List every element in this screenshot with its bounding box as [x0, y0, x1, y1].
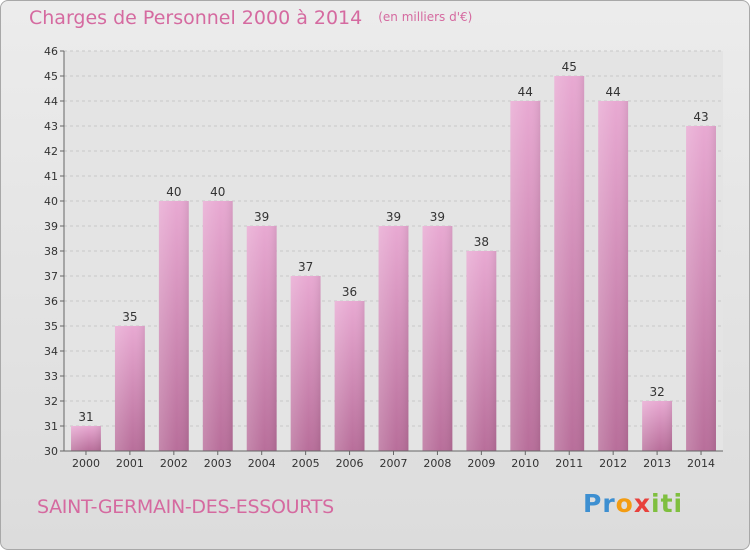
y-tick-label: 36: [44, 295, 58, 308]
data-label: 39: [430, 210, 445, 224]
y-tick-label: 45: [44, 70, 58, 83]
bar-shade-2004: [246, 226, 277, 451]
data-label: 40: [210, 185, 225, 199]
data-label: 39: [254, 210, 269, 224]
x-tick-label: 2012: [599, 457, 627, 470]
y-tick-label: 39: [44, 220, 58, 233]
bar-shade-2005: [290, 276, 321, 451]
chart-subtitle: (en milliers d'€): [378, 10, 473, 24]
y-tick-label: 35: [44, 320, 58, 333]
bar-shade-2012: [598, 101, 629, 451]
bar-shade-2000: [71, 426, 101, 451]
y-tick-label: 30: [44, 445, 58, 458]
bar-shade-2002: [158, 201, 189, 451]
logo-letter: P: [583, 489, 603, 518]
data-label: 31: [78, 410, 93, 424]
proxiti-logo: Proxiti: [583, 489, 683, 518]
x-tick-label: 2000: [72, 457, 100, 470]
logo-letter: t: [660, 489, 674, 518]
x-tick-label: 2014: [687, 457, 715, 470]
y-tick-label: 37: [44, 270, 58, 283]
y-tick-label: 43: [44, 120, 58, 133]
data-label: 44: [518, 85, 533, 99]
bar-shade-2007: [378, 226, 409, 451]
bar-shade-2001: [114, 326, 145, 451]
bar-shade-2008: [422, 226, 453, 451]
bar-shade-2011: [554, 76, 585, 451]
bar-shade-2013: [642, 401, 673, 451]
logo-letter: i: [673, 489, 684, 518]
commune-name: SAINT-GERMAIN-DES-ESSOURTS: [37, 496, 334, 518]
y-tick-label: 38: [44, 245, 58, 258]
title-text: Charges de Personnel 2000 à 2014: [29, 7, 363, 29]
bar-shade-2003: [202, 201, 233, 451]
y-tick-label: 31: [44, 420, 58, 433]
data-label: 32: [649, 385, 664, 399]
data-label: 37: [298, 260, 313, 274]
y-tick-label: 46: [44, 45, 58, 58]
x-tick-label: 2005: [292, 457, 320, 470]
bar-shade-2009: [466, 251, 497, 451]
x-tick-label: 2011: [555, 457, 583, 470]
x-tick-label: 2006: [336, 457, 364, 470]
data-label: 39: [386, 210, 401, 224]
y-tick-label: 40: [44, 195, 58, 208]
x-tick-label: 2010: [511, 457, 539, 470]
data-label: 45: [562, 60, 577, 74]
bar-shade-2010: [510, 101, 541, 451]
y-tick-label: 44: [44, 95, 58, 108]
logo-letter: o: [615, 489, 634, 518]
x-tick-label: 2004: [248, 457, 276, 470]
data-label: 40: [166, 185, 181, 199]
y-tick-label: 33: [44, 370, 58, 383]
y-tick-label: 42: [44, 145, 58, 158]
x-tick-label: 2001: [116, 457, 144, 470]
data-label: 44: [606, 85, 621, 99]
logo-letter: x: [633, 489, 651, 518]
x-tick-label: 2002: [160, 457, 188, 470]
y-tick-label: 41: [44, 170, 58, 183]
data-label: 36: [342, 285, 357, 299]
data-label: 35: [122, 310, 137, 324]
x-tick-label: 2009: [467, 457, 495, 470]
logo-letter: i: [651, 489, 661, 518]
x-tick-label: 2013: [643, 457, 671, 470]
y-tick-label: 32: [44, 395, 58, 408]
x-tick-label: 2008: [423, 457, 451, 470]
x-tick-label: 2003: [204, 457, 232, 470]
chart-title: Charges de Personnel 2000 à 2014 (en mill…: [29, 7, 472, 29]
bar-shade-2006: [334, 301, 365, 451]
logo-letter: r: [602, 489, 616, 518]
data-label: 43: [693, 110, 708, 124]
y-tick-label: 34: [44, 345, 58, 358]
data-label: 38: [474, 235, 489, 249]
x-tick-label: 2007: [380, 457, 408, 470]
bar-shade-2014: [686, 126, 716, 451]
